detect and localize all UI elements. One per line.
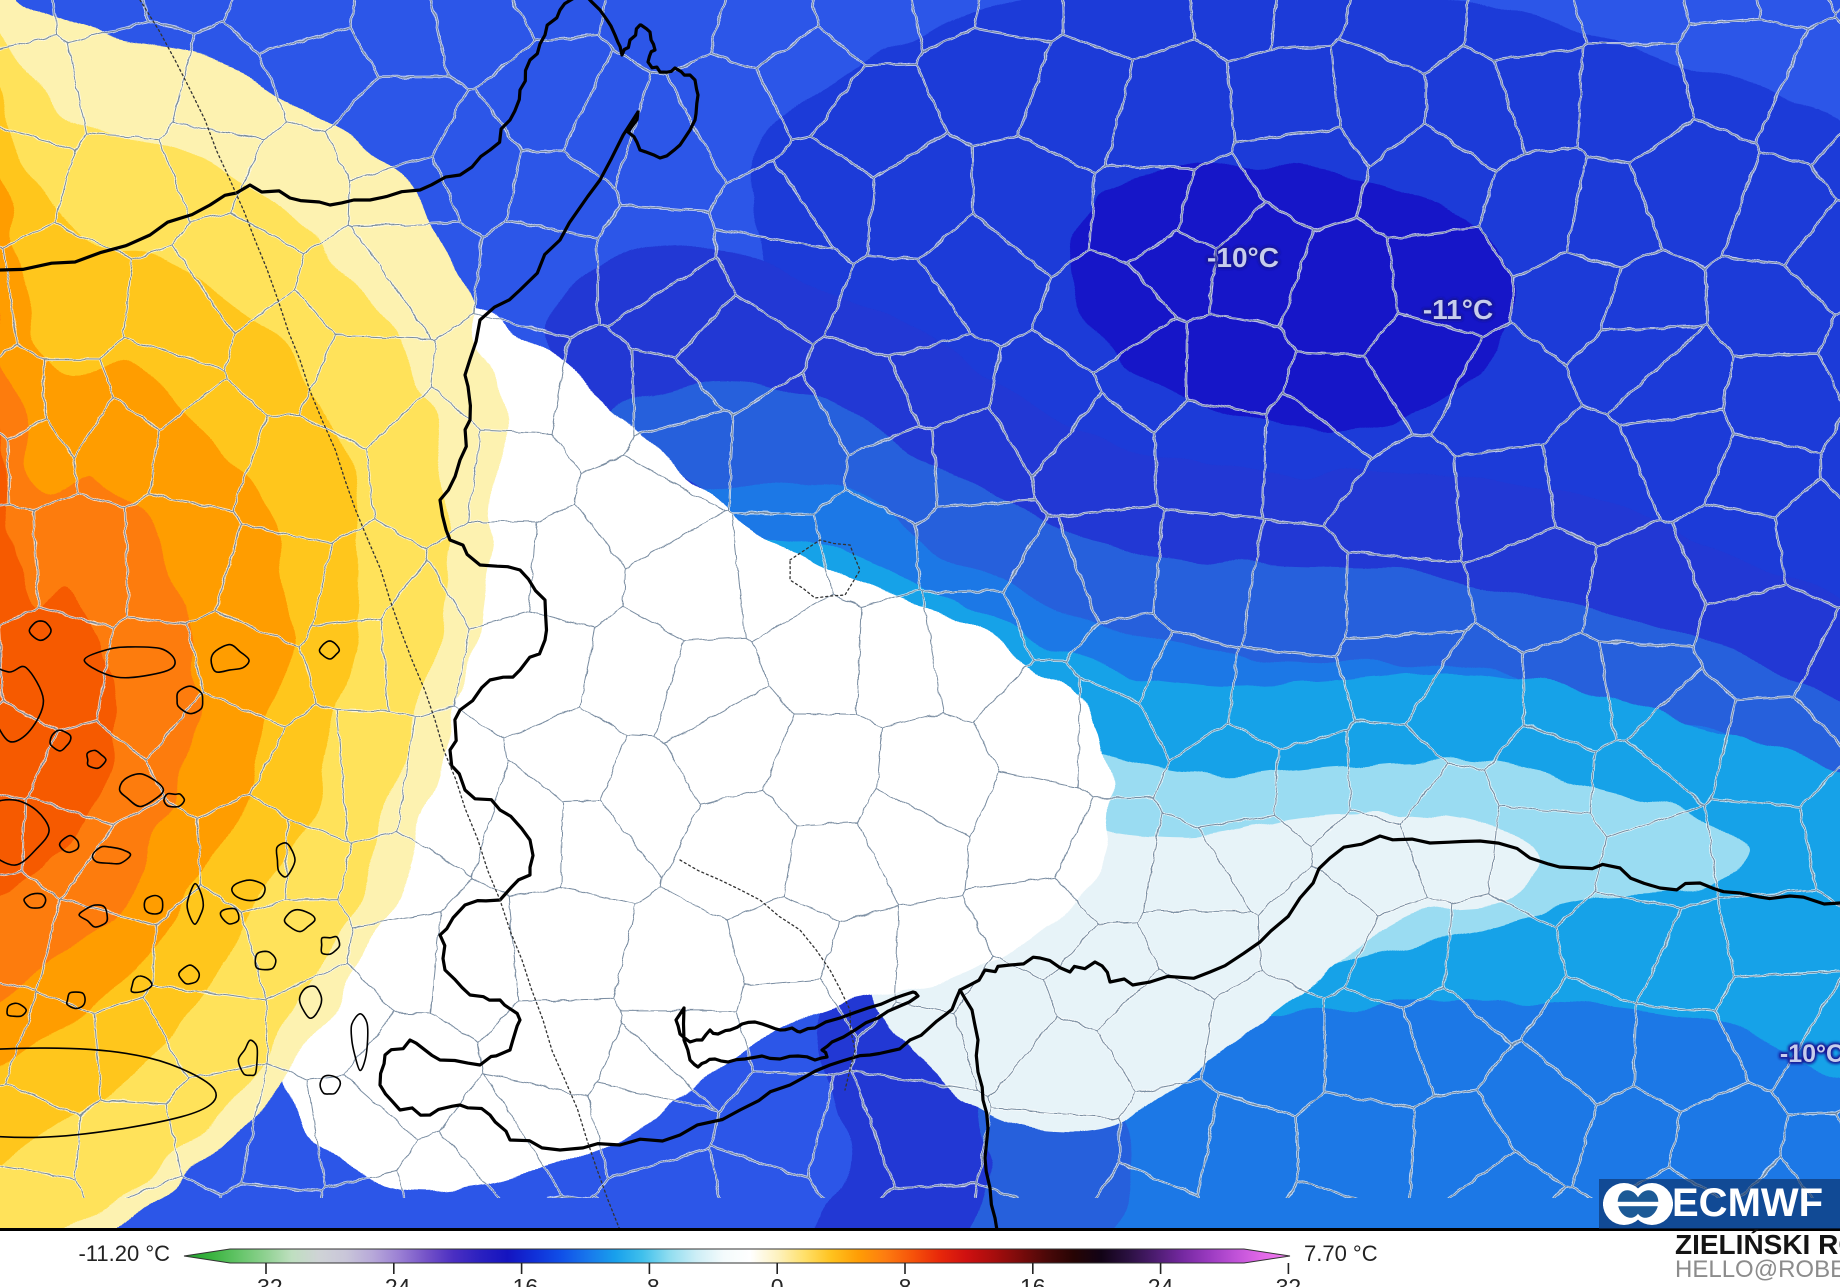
svg-text:7.70 °C: 7.70 °C xyxy=(1304,1241,1378,1266)
svg-text:-10°C: -10°C xyxy=(1207,242,1279,273)
svg-text:ECMWF: ECMWF xyxy=(1672,1181,1823,1225)
svg-text:HELLO@ROBERTZ.CO: HELLO@ROBERTZ.CO xyxy=(1675,1256,1840,1283)
svg-text:-11°C: -11°C xyxy=(1423,294,1493,325)
svg-text:-8: -8 xyxy=(639,1274,659,1287)
svg-text:32: 32 xyxy=(1276,1274,1302,1287)
svg-text:-10°C: -10°C xyxy=(1780,1040,1840,1068)
svg-text:-16: -16 xyxy=(505,1274,538,1287)
svg-text:-24: -24 xyxy=(377,1274,410,1287)
svg-text:0: 0 xyxy=(771,1274,784,1287)
svg-text:8: 8 xyxy=(899,1274,912,1287)
svg-text:-32: -32 xyxy=(249,1274,282,1287)
svg-text:16: 16 xyxy=(1020,1274,1046,1287)
svg-text:24: 24 xyxy=(1148,1274,1174,1287)
svg-text:-11.20 °C: -11.20 °C xyxy=(78,1241,170,1266)
